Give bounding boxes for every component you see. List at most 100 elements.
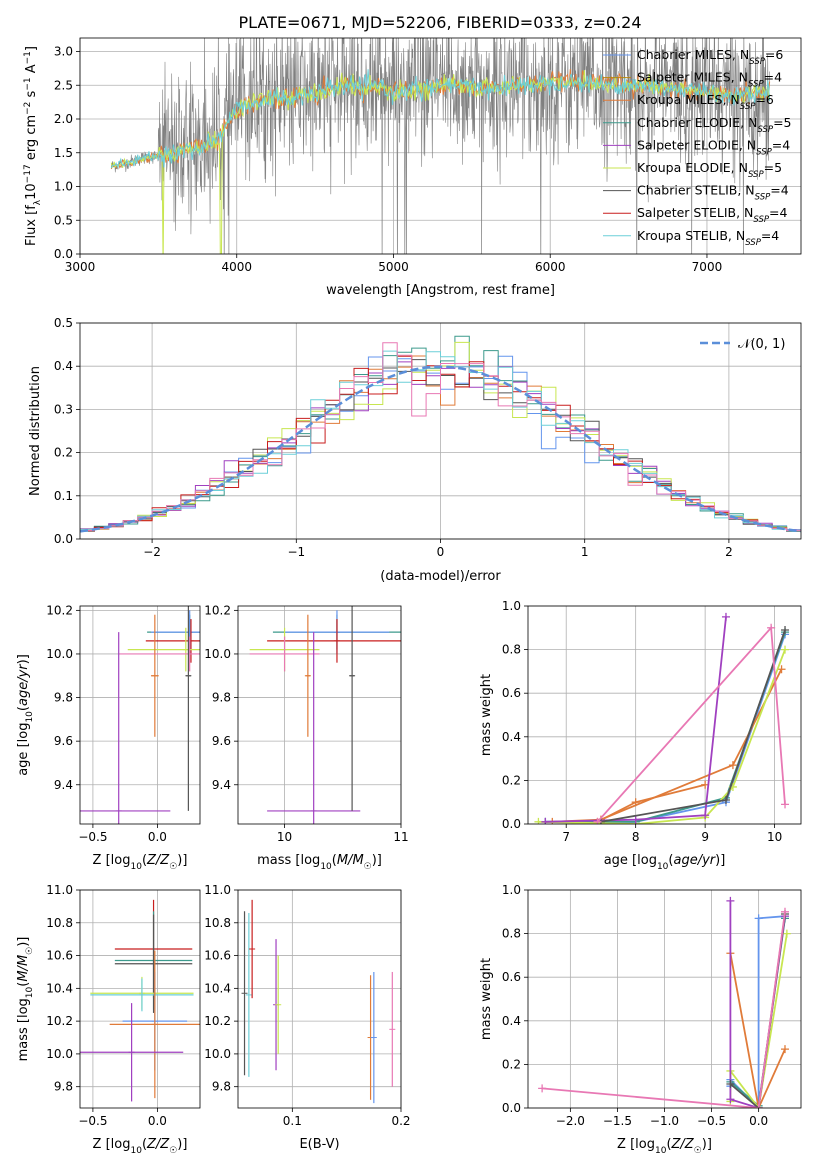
x-tick-label: 0.0 [148, 1114, 167, 1128]
error-bar-point [249, 899, 256, 999]
weight-line [545, 616, 727, 823]
x-tick-label: 3000 [65, 260, 96, 274]
weight-series [726, 912, 789, 1108]
weight-marker [701, 811, 710, 820]
legend-label-main: Kroupa STELIB, N [637, 228, 745, 243]
x-tick-label: −2 [143, 545, 161, 559]
weight-series [726, 896, 789, 1108]
plot-content [534, 612, 790, 824]
x-axis-label: Z [log10(Z/Z☉)] [93, 1137, 188, 1156]
label-part: ☉ [694, 1146, 702, 1156]
label-part: −1 [23, 51, 33, 64]
y-tick-label: 0.0 [54, 247, 73, 261]
y-tick-label: 1.5 [54, 146, 73, 160]
x-tick-label: 0.1 [283, 1114, 302, 1128]
label-part: ( [142, 1137, 147, 1152]
error-bar-point [80, 1003, 184, 1102]
y-axis-label: age [log10(age/yr)] [16, 654, 35, 776]
residual-histogram-step [80, 355, 801, 531]
legend-label-sub: SSP [745, 238, 761, 248]
label-part: age [log [604, 853, 657, 868]
y-tick-label: 0.8 [502, 927, 521, 941]
label-part: ( [16, 706, 31, 711]
y-tick-label: 9.6 [54, 734, 73, 748]
y-tick-label: 0.1 [54, 489, 73, 503]
legend-label-tail: =4 [764, 70, 782, 85]
label-part: 10 [25, 986, 35, 998]
x-tick-label: 0 [437, 545, 445, 559]
label-part: −17 [23, 164, 33, 183]
y-tick-label: 0.2 [54, 446, 73, 460]
plot-content [241, 899, 396, 1104]
y-tick-label: 10.0 [204, 647, 231, 661]
legend-label: Kroupa ELODIE, NSSP=5 [637, 160, 782, 180]
legend-label-main: Chabrier ELODIE, N [637, 115, 757, 130]
legend-label-main: Chabrier MILES, N [637, 47, 749, 62]
y-tick-label: 0.2 [502, 773, 521, 787]
weight-marker [780, 907, 789, 916]
x-tick-label: 1 [581, 545, 589, 559]
weight-marker [541, 817, 550, 824]
x-tick-label: 4000 [221, 260, 252, 274]
grid [80, 606, 200, 824]
legend-label-sub: SSP [753, 215, 769, 225]
legend-label-tail: =5 [764, 160, 782, 175]
label-part: mass [log [257, 853, 320, 868]
label-part: Z/Z [671, 1137, 695, 1152]
y-tick-label: 0.6 [502, 970, 521, 984]
label-part: 10 [25, 711, 35, 723]
weight-marker [754, 1104, 763, 1108]
legend-label-tail: =5 [773, 115, 791, 130]
y-tick-label: 10.6 [46, 949, 73, 963]
label-part: ( [332, 853, 337, 868]
x-axis-label: age [log10(age/yr)] [604, 853, 726, 872]
weight-marker [726, 1080, 735, 1089]
label-part: )] [177, 1137, 187, 1152]
label-part: ( [666, 1137, 671, 1152]
weight-marker [754, 914, 763, 923]
legend-label-sub: SSP [749, 57, 765, 67]
y-tick-label: 0.4 [502, 1014, 521, 1028]
weight-marker [631, 815, 640, 824]
figure-title: PLATE=0671, MJD=52206, FIBERID=0333, z=0… [238, 13, 641, 32]
legend-label: 𝒩(0, 1) [738, 337, 785, 352]
weight-marker [781, 645, 790, 654]
label-part: Z [log [617, 1137, 655, 1152]
x-tick-label: 10 [277, 830, 292, 844]
legend-label-tail: =6 [755, 92, 773, 107]
error-bar-point [80, 632, 171, 824]
y-tick-label: 1.0 [502, 599, 521, 613]
label-part: )] [16, 654, 31, 664]
y-tick-label: 9.4 [54, 778, 73, 792]
x-tick-label: −0.5 [78, 1114, 107, 1128]
x-axis-label: (data-model)/error [380, 569, 501, 584]
label-part: 10 [130, 1146, 142, 1156]
x-tick-label: 2 [725, 545, 733, 559]
y-tick-label: 0.0 [502, 1101, 521, 1115]
plot-content [249, 606, 401, 824]
y-tick-label: 0.4 [502, 730, 521, 744]
x-tick-label: 10 [767, 830, 782, 844]
observed-spectrum-line [111, 38, 770, 254]
y-tick-label: 10.8 [204, 916, 231, 930]
grid [528, 889, 801, 1109]
y-tick-label: 1.0 [54, 180, 73, 194]
y-tick-label: 0.0 [54, 532, 73, 546]
weight-marker [534, 817, 543, 824]
label-part: Z [log [93, 853, 131, 868]
weight-series [726, 909, 789, 1108]
legend-label-sub: SSP [748, 80, 764, 90]
legend-label-sub: SSP [757, 125, 773, 135]
plot-content [80, 899, 200, 1102]
x-tick-label: 9 [701, 830, 709, 844]
weight-marker [767, 623, 776, 632]
label-part: M/M [337, 853, 364, 868]
y-tick-label: 10.0 [46, 647, 73, 661]
weight-marker [726, 1095, 735, 1104]
grid [238, 606, 402, 824]
label-part: age/yr [673, 853, 716, 868]
legend-label-main: Kroupa MILES, N [637, 92, 740, 107]
legend-label-main: Salpeter MILES, N [637, 70, 748, 85]
